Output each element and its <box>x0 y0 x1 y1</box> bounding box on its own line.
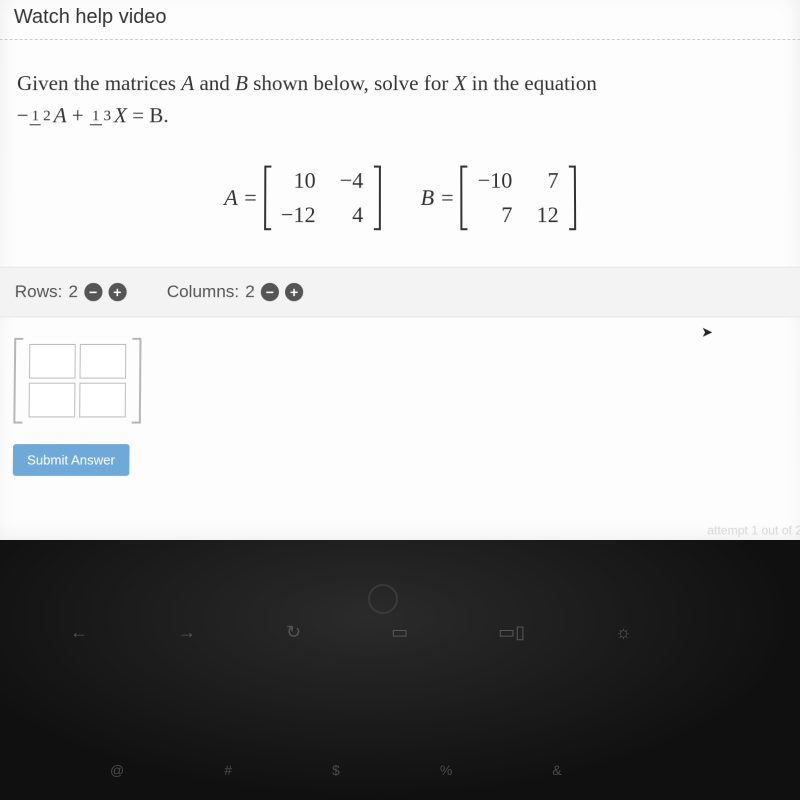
problem-statement: Given the matrices A and B shown below, … <box>0 40 800 141</box>
key-icon: → <box>178 622 196 643</box>
minus-sign: − <box>17 103 29 127</box>
attempt-counter: attempt 1 out of 2 <box>707 523 800 537</box>
cell: 12 <box>537 202 559 228</box>
answer-area <box>0 317 800 433</box>
key-icon: @ <box>110 762 124 778</box>
numerator: 1 <box>29 108 41 125</box>
dimension-controls: Rows: 2 − + Columns: 2 − + <box>0 267 800 318</box>
rows-label: Rows: <box>15 282 63 302</box>
numerator: 1 <box>90 108 102 125</box>
key-icon: ☼ <box>615 622 632 643</box>
matrix-B: B = −10 7 7 12 <box>421 164 576 233</box>
answer-cell-0-1[interactable] <box>80 344 127 379</box>
rows-decrement-button[interactable]: − <box>84 283 102 301</box>
cell: 7 <box>478 202 513 228</box>
key-icon: # <box>224 762 232 778</box>
text: and <box>194 71 235 95</box>
matrix-A: A = 10 −4 −12 4 <box>224 164 380 233</box>
columns-value: 2 <box>245 282 255 302</box>
text: Given the matrices <box>17 71 181 95</box>
hp-logo-icon <box>368 584 398 614</box>
key-icon: ▭▯ <box>498 622 525 643</box>
bracket-right <box>132 338 142 424</box>
matrix-B-label: B = <box>421 185 455 211</box>
key-icon: ▭ <box>391 622 408 643</box>
fraction-third: 13 <box>90 109 113 124</box>
answer-cell-0-0[interactable] <box>29 344 76 379</box>
text: in the equation <box>466 71 596 95</box>
answer-cell-1-0[interactable] <box>29 383 76 418</box>
matrix-B-cells: −10 7 7 12 <box>468 164 569 233</box>
key-icon: ← <box>70 622 88 643</box>
app-screen: Watch help video Given the matrices A an… <box>0 0 800 548</box>
var-B: B <box>235 71 248 95</box>
key-icon: & <box>552 762 561 778</box>
mouse-cursor-icon: ➤ <box>701 325 713 342</box>
answer-matrix <box>13 338 786 424</box>
var-A: A <box>54 103 67 127</box>
cell: −12 <box>281 202 316 228</box>
answer-cell-1-1[interactable] <box>79 383 126 418</box>
matrix-A-label: A = <box>224 185 258 211</box>
bracket-right <box>569 166 576 231</box>
submit-answer-button[interactable]: Submit Answer <box>13 444 130 476</box>
function-key-row: ← → ↻ ▭ ▭▯ ☼ <box>70 622 632 643</box>
cell: 10 <box>281 168 316 194</box>
key-icon: ↻ <box>286 622 301 643</box>
cell: 7 <box>536 168 558 194</box>
columns-stepper: Columns: 2 − + <box>167 282 304 302</box>
key-icon: % <box>440 762 452 778</box>
rows-stepper: Rows: 2 − + <box>15 282 127 302</box>
columns-label: Columns: <box>167 282 240 302</box>
watch-help-video-link[interactable]: Watch help video <box>0 0 800 40</box>
rows-value: 2 <box>68 282 78 302</box>
columns-increment-button[interactable]: + <box>285 283 303 301</box>
denominator: 3 <box>101 108 113 124</box>
var-X: X <box>114 103 127 127</box>
var-X: X <box>454 71 467 95</box>
fraction-half: 12 <box>30 109 53 124</box>
var-A: A <box>181 71 194 95</box>
bracket-right <box>373 166 380 231</box>
laptop-keyboard-area: ← → ↻ ▭ ▭▯ ☼ @ # $ % & <box>0 540 800 800</box>
matrix-A-cells: 10 −4 −12 4 <box>271 164 374 233</box>
cell: −4 <box>340 168 364 194</box>
cell: 4 <box>340 202 364 228</box>
cell: −10 <box>478 168 513 194</box>
denominator: 2 <box>41 108 53 124</box>
matrices-display: A = 10 −4 −12 4 B = −10 7 7 12 <box>0 164 800 233</box>
number-key-row: @ # $ % & <box>110 762 562 778</box>
text: shown below, solve for <box>248 71 454 95</box>
rows-increment-button[interactable]: + <box>108 283 126 301</box>
equals-B: = B. <box>127 103 169 127</box>
plus-sign: + <box>66 103 89 127</box>
key-icon: $ <box>332 762 340 778</box>
columns-decrement-button[interactable]: − <box>261 283 279 301</box>
